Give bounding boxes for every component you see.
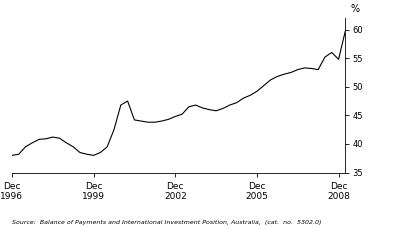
Text: %: % xyxy=(351,4,360,14)
Text: Source:  Balance of Payments and International Investment Position, Australia,  : Source: Balance of Payments and Internat… xyxy=(12,220,322,225)
